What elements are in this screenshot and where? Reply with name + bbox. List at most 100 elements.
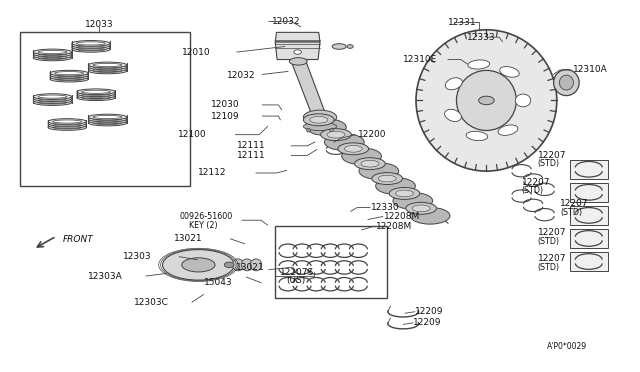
Text: 12207: 12207 xyxy=(560,199,589,208)
Text: 12032: 12032 xyxy=(272,17,301,26)
Ellipse shape xyxy=(72,42,110,48)
Ellipse shape xyxy=(33,100,72,105)
Text: 12208M: 12208M xyxy=(384,212,420,221)
Ellipse shape xyxy=(410,208,450,224)
Ellipse shape xyxy=(412,205,430,212)
Ellipse shape xyxy=(310,116,328,123)
Ellipse shape xyxy=(445,78,462,90)
Ellipse shape xyxy=(93,69,122,73)
Ellipse shape xyxy=(289,58,307,65)
Ellipse shape xyxy=(33,94,72,99)
Ellipse shape xyxy=(378,175,396,182)
Polygon shape xyxy=(275,32,320,42)
Ellipse shape xyxy=(396,190,413,197)
Ellipse shape xyxy=(456,70,516,131)
Ellipse shape xyxy=(324,134,364,150)
Ellipse shape xyxy=(93,118,122,121)
Bar xyxy=(275,226,387,298)
Ellipse shape xyxy=(88,64,127,70)
Text: FRONT: FRONT xyxy=(63,235,93,244)
Text: 12033: 12033 xyxy=(85,20,113,29)
Ellipse shape xyxy=(48,123,86,128)
Ellipse shape xyxy=(38,54,67,58)
Text: 12207: 12207 xyxy=(538,228,566,237)
Text: 12109: 12109 xyxy=(211,112,240,121)
Ellipse shape xyxy=(307,119,346,136)
Text: (STD): (STD) xyxy=(538,263,560,272)
Bar xyxy=(570,183,608,202)
Ellipse shape xyxy=(53,122,82,125)
Ellipse shape xyxy=(376,177,415,194)
Bar xyxy=(570,160,608,179)
Ellipse shape xyxy=(515,94,531,107)
Text: 12207: 12207 xyxy=(538,254,566,263)
Ellipse shape xyxy=(389,187,420,199)
Ellipse shape xyxy=(33,53,72,59)
Ellipse shape xyxy=(294,50,301,54)
Ellipse shape xyxy=(48,125,86,130)
Ellipse shape xyxy=(38,97,67,100)
Text: 12112: 12112 xyxy=(198,169,227,177)
Ellipse shape xyxy=(72,46,110,52)
Ellipse shape xyxy=(554,70,579,96)
Ellipse shape xyxy=(327,131,345,138)
Text: 12207: 12207 xyxy=(538,151,566,160)
Ellipse shape xyxy=(359,163,399,179)
Text: 12303A: 12303A xyxy=(88,272,123,280)
Ellipse shape xyxy=(77,48,105,51)
Ellipse shape xyxy=(55,76,84,79)
Ellipse shape xyxy=(182,258,215,272)
Text: 12207: 12207 xyxy=(522,178,550,187)
Ellipse shape xyxy=(77,93,115,99)
Ellipse shape xyxy=(361,160,379,167)
Ellipse shape xyxy=(88,116,127,122)
Ellipse shape xyxy=(55,74,84,77)
Text: 12207S: 12207S xyxy=(280,268,315,277)
Text: 12032: 12032 xyxy=(227,71,256,80)
Ellipse shape xyxy=(33,98,72,103)
Ellipse shape xyxy=(342,148,381,164)
Bar xyxy=(20,32,190,186)
Ellipse shape xyxy=(50,74,88,80)
Text: (STD): (STD) xyxy=(538,237,560,246)
Ellipse shape xyxy=(38,99,67,102)
Ellipse shape xyxy=(50,76,88,82)
Text: 12200: 12200 xyxy=(358,130,387,139)
Ellipse shape xyxy=(347,45,353,48)
Ellipse shape xyxy=(250,259,262,271)
Ellipse shape xyxy=(50,70,88,76)
Ellipse shape xyxy=(72,45,110,50)
Ellipse shape xyxy=(93,63,122,67)
Ellipse shape xyxy=(38,52,67,55)
Text: 12303: 12303 xyxy=(123,252,152,261)
Text: 13021: 13021 xyxy=(174,234,203,243)
Ellipse shape xyxy=(93,119,122,123)
Ellipse shape xyxy=(479,96,494,105)
Ellipse shape xyxy=(416,30,557,171)
Text: 12310A: 12310A xyxy=(573,65,607,74)
Text: A'P0*0029: A'P0*0029 xyxy=(547,342,588,351)
Ellipse shape xyxy=(393,193,433,209)
Ellipse shape xyxy=(241,259,253,271)
Ellipse shape xyxy=(344,145,362,152)
Text: 00926-51600: 00926-51600 xyxy=(179,212,232,221)
Ellipse shape xyxy=(406,202,436,214)
Ellipse shape xyxy=(55,77,84,81)
Text: 12030: 12030 xyxy=(211,100,240,109)
Ellipse shape xyxy=(332,44,346,49)
Text: 12111: 12111 xyxy=(237,141,266,150)
Ellipse shape xyxy=(93,67,122,71)
Ellipse shape xyxy=(82,94,111,97)
Ellipse shape xyxy=(53,124,82,127)
Ellipse shape xyxy=(321,129,351,141)
Text: 12310E: 12310E xyxy=(403,55,438,64)
Ellipse shape xyxy=(33,55,72,61)
Ellipse shape xyxy=(498,125,518,135)
Ellipse shape xyxy=(38,56,67,60)
Bar xyxy=(570,229,608,248)
Ellipse shape xyxy=(77,95,115,100)
Text: 12208M: 12208M xyxy=(376,222,413,231)
Ellipse shape xyxy=(82,96,111,99)
Ellipse shape xyxy=(307,128,310,132)
Text: (STD): (STD) xyxy=(522,186,544,195)
